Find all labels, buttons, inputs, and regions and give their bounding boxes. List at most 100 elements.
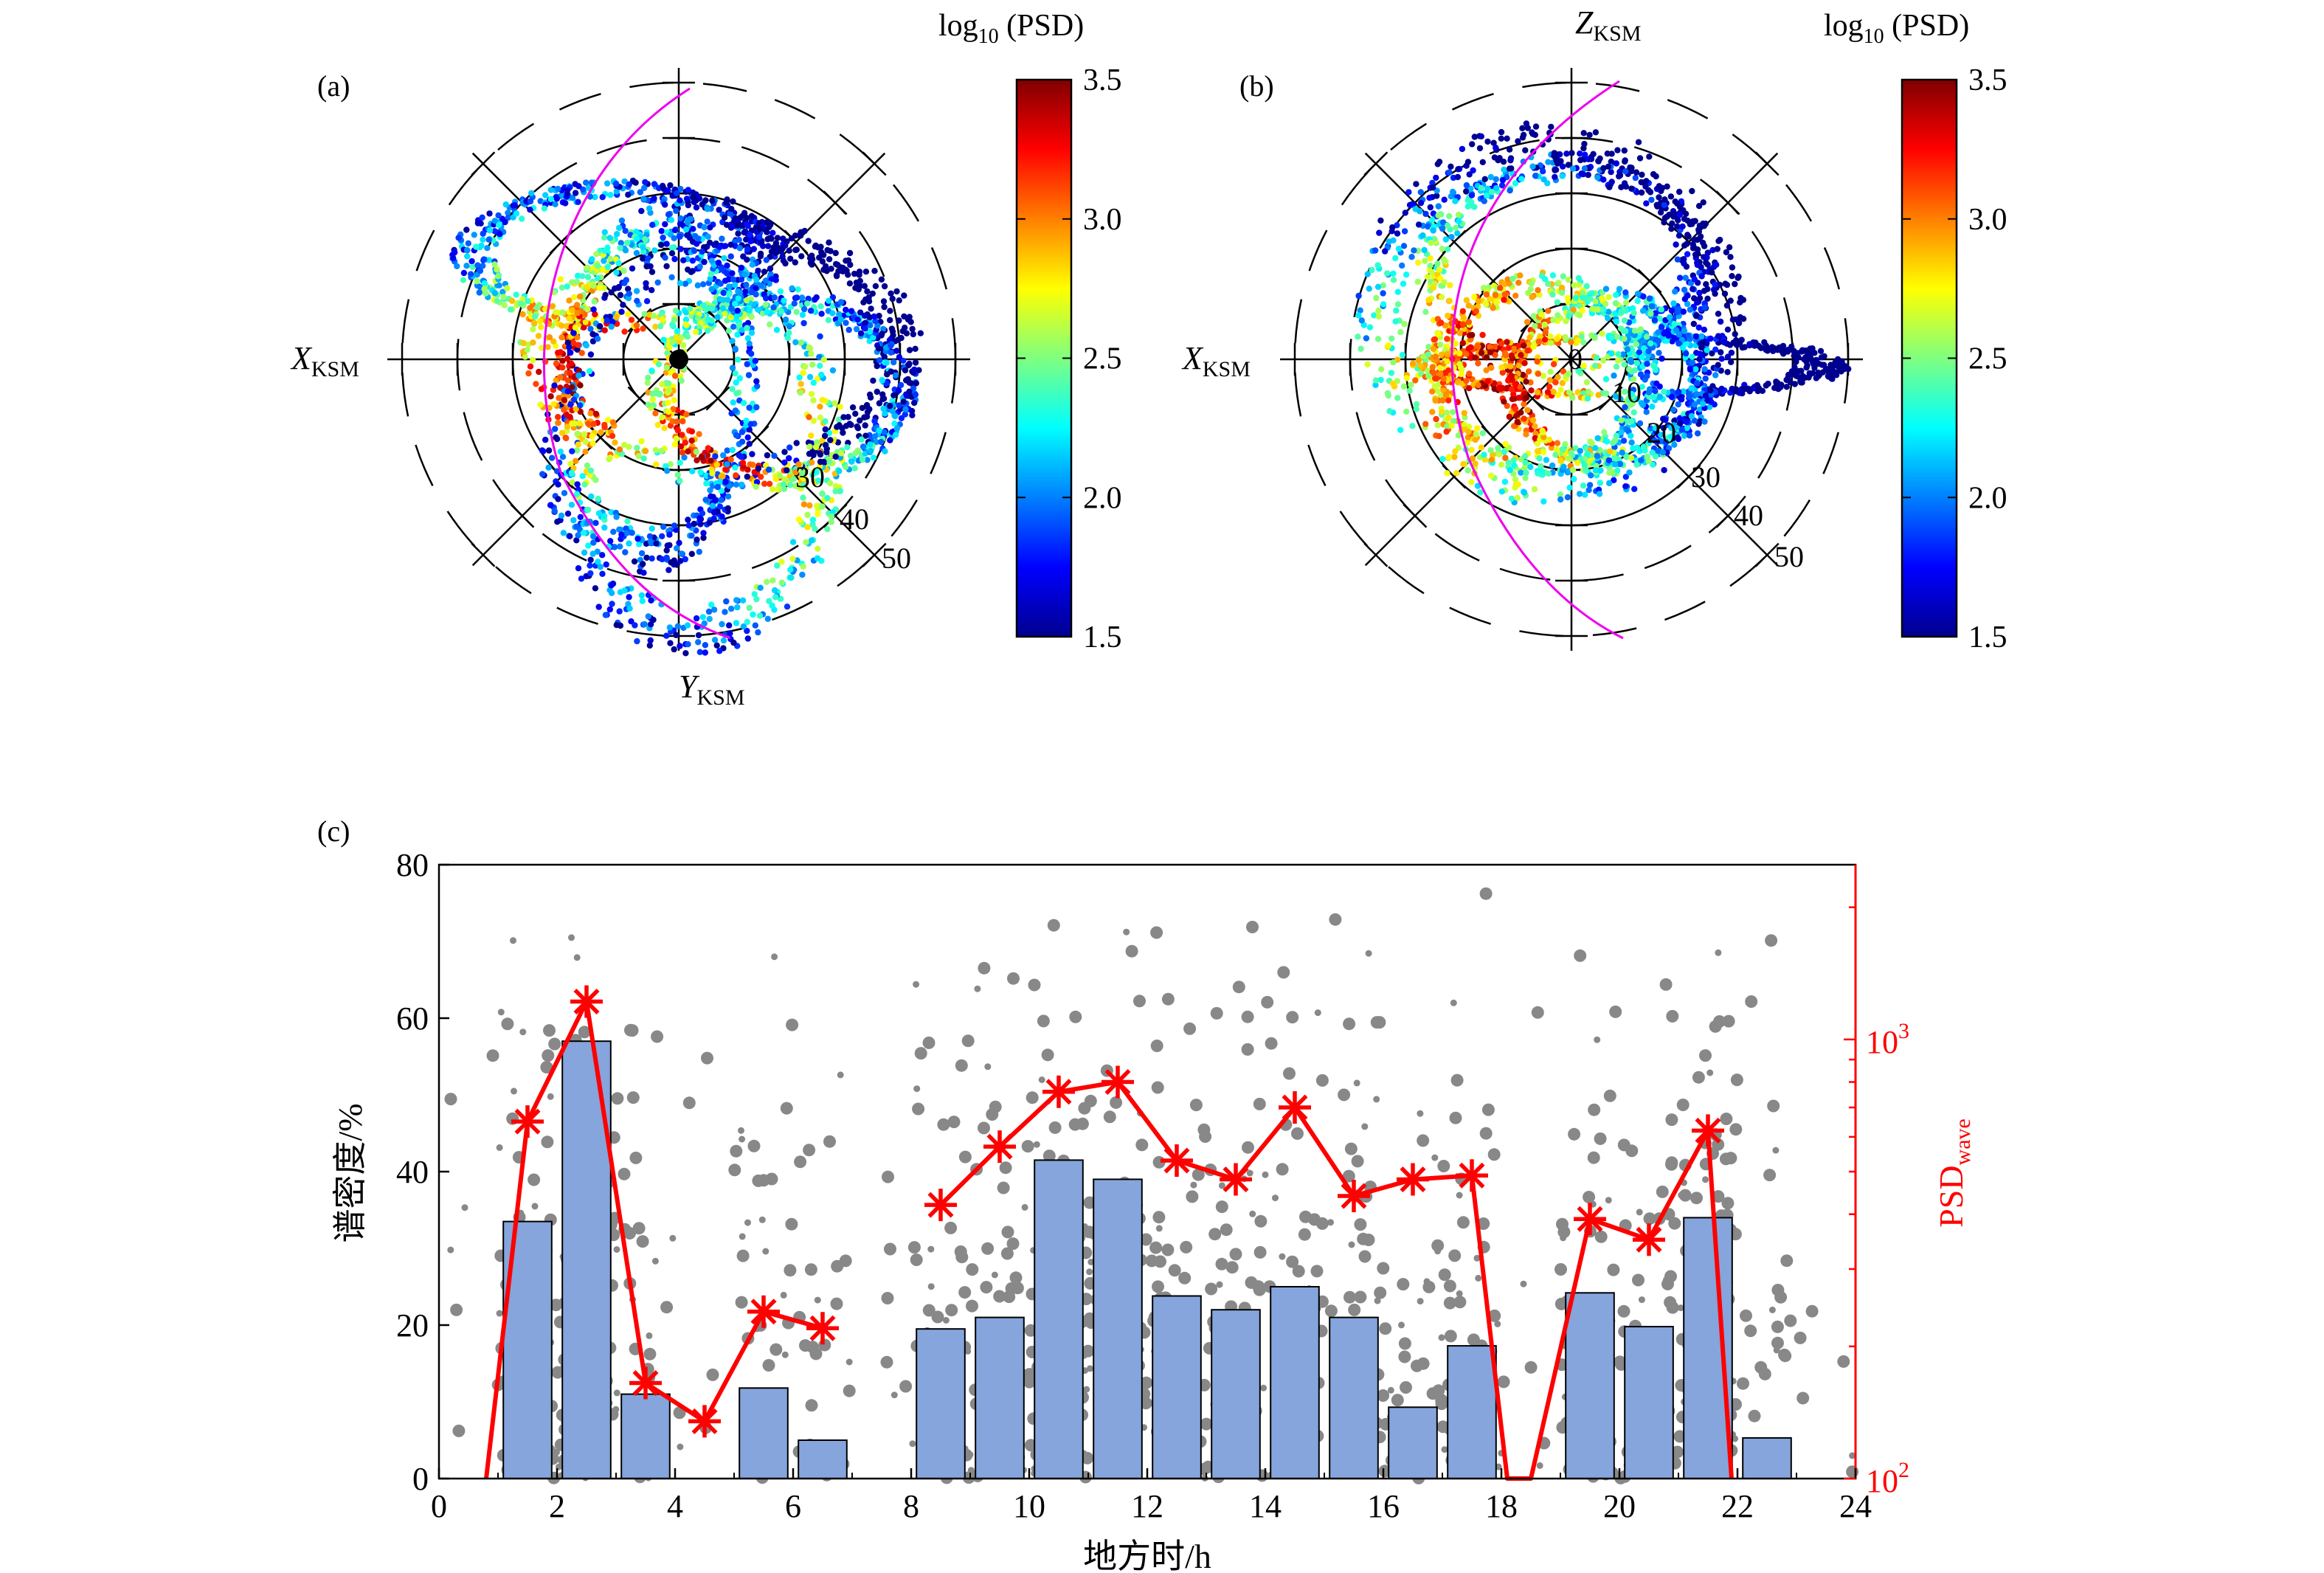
- psd-point: [668, 244, 676, 251]
- psd-point: [501, 302, 508, 308]
- psd-point: [667, 182, 674, 189]
- psd-point: [674, 427, 682, 434]
- psd-point: [1459, 308, 1467, 314]
- psd-point: [463, 263, 470, 269]
- psd-point: [599, 194, 606, 201]
- psd-point: [719, 620, 725, 628]
- psd-point: [645, 613, 651, 620]
- psd-point: [651, 181, 658, 187]
- psd-point: [496, 282, 502, 288]
- psd-point: [751, 591, 758, 598]
- psd-point: [559, 357, 566, 364]
- psd-point: [542, 436, 549, 443]
- psd-point: [1697, 233, 1704, 240]
- psd-point: [464, 253, 471, 260]
- psd-point: [1507, 466, 1513, 474]
- psd-point: [693, 615, 700, 622]
- psd-point: [771, 452, 778, 459]
- psd-point: [643, 554, 650, 561]
- psd-point: [881, 303, 888, 311]
- psd-point: [1621, 317, 1628, 324]
- psd-point: [867, 448, 874, 454]
- psd-point: [1712, 281, 1718, 288]
- psd-point: [1428, 239, 1434, 246]
- psd-point: [1507, 363, 1514, 370]
- psd-point: [696, 515, 703, 522]
- psd-point: [732, 370, 739, 377]
- grid-tick: [823, 503, 848, 528]
- psd-point: [720, 637, 727, 644]
- psd-point: [1523, 431, 1529, 438]
- psd-point: [613, 314, 620, 320]
- psd-point: [553, 308, 559, 316]
- psd-point: [1534, 358, 1540, 365]
- psd-point: [612, 439, 618, 446]
- psd-point: [609, 601, 615, 607]
- psd-point: [1482, 300, 1490, 307]
- psd-point: [1464, 467, 1471, 474]
- psd-point: [583, 179, 589, 186]
- psd-point: [723, 221, 730, 228]
- psd-point: [566, 297, 573, 304]
- psd-point: [834, 439, 842, 446]
- psd-point: [732, 407, 739, 414]
- psd-point: [1777, 384, 1784, 390]
- psd-point: [708, 271, 715, 277]
- psd-point: [640, 196, 647, 202]
- psd-point: [564, 511, 572, 517]
- psd-point: [786, 454, 792, 462]
- psd-point: [621, 280, 628, 286]
- psd-point: [744, 325, 750, 331]
- psd-point: [646, 642, 653, 649]
- psd-point: [665, 387, 673, 394]
- psd-point: [1569, 466, 1577, 474]
- psd-point: [755, 267, 761, 274]
- psd-point: [846, 421, 853, 427]
- psd-point: [665, 567, 672, 573]
- psd-point: [652, 323, 659, 330]
- ring-label-a-2: 50: [882, 542, 911, 575]
- psd-point: [753, 404, 760, 411]
- psd-point: [1452, 448, 1459, 454]
- psd-point: [708, 257, 715, 264]
- psd-point: [682, 439, 688, 446]
- psd-point: [680, 257, 687, 263]
- psd-point: [1443, 428, 1450, 435]
- psd-point: [649, 396, 657, 403]
- psd-point: [1421, 246, 1428, 254]
- psd-point: [1644, 373, 1650, 379]
- psd-point: [781, 297, 787, 304]
- psd-point: [1440, 376, 1447, 382]
- psd-point: [544, 344, 551, 350]
- psd-point: [685, 522, 692, 529]
- psd-point: [702, 197, 709, 204]
- psd-point: [587, 556, 594, 563]
- psd-point: [1495, 445, 1501, 452]
- psd-point: [729, 270, 736, 277]
- psd-point: [460, 277, 467, 283]
- psd-point: [858, 436, 865, 443]
- psd-point: [590, 421, 597, 427]
- psd-point: [712, 453, 719, 460]
- psd-point: [617, 291, 624, 299]
- psd-point: [1640, 293, 1647, 300]
- psd-point: [1658, 324, 1665, 331]
- psd-point: [614, 231, 620, 238]
- psd-point: [1692, 366, 1699, 373]
- psd-point: [1592, 362, 1599, 369]
- psd-point: [1653, 380, 1660, 387]
- psd-point: [634, 235, 640, 243]
- psd-point: [1529, 417, 1537, 424]
- psd-point: [781, 449, 788, 455]
- psd-point: [1507, 187, 1513, 194]
- psd-point: [770, 229, 776, 236]
- psd-point: [649, 287, 655, 294]
- psd-point: [881, 283, 888, 290]
- psd-point: [635, 453, 643, 460]
- psd-point: [1783, 384, 1790, 390]
- psd-point: [550, 401, 557, 407]
- psd-point: [748, 329, 755, 336]
- psd-point: [695, 235, 702, 242]
- psd-point: [1483, 192, 1490, 199]
- psd-point: [1438, 319, 1445, 326]
